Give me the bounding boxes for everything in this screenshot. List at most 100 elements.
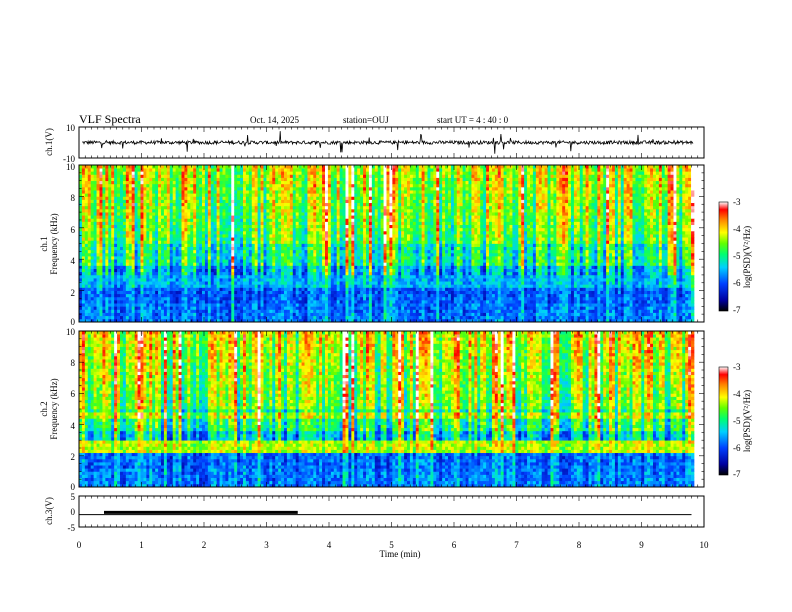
spectrogram-cell: [322, 184, 325, 187]
spectrogram-cell: [85, 297, 88, 300]
spectrogram-cell: [85, 272, 88, 275]
spectrogram-cell: [246, 313, 249, 316]
spectrogram-cell: [305, 174, 308, 177]
spectrogram-cell: [102, 306, 105, 309]
spectrogram-cell: [243, 237, 246, 240]
spectrogram-cell: [146, 244, 149, 247]
spectrogram-cell: [170, 306, 173, 309]
spectrogram-cell: [307, 316, 310, 319]
spectrogram-cell: [143, 287, 146, 290]
spectrogram-cell: [184, 203, 187, 206]
spectrogram-cell: [316, 203, 319, 206]
spectrogram-cell: [179, 240, 182, 243]
spectrogram-cell: [278, 247, 281, 250]
spectrogram-cell: [272, 184, 275, 187]
spectrogram-cell: [102, 253, 105, 256]
spectrogram-cell: [155, 269, 158, 272]
spectrogram-cell: [331, 237, 334, 240]
spectrogram-cell: [281, 187, 284, 190]
spectrogram-cell: [275, 200, 278, 203]
spectrogram-cell: [228, 231, 231, 234]
spectrogram-cell: [164, 240, 167, 243]
spectrogram-cell: [114, 193, 117, 196]
spectrogram-cell: [199, 259, 202, 262]
spectrogram-cell: [182, 168, 185, 171]
spectrogram-cell: [100, 212, 103, 215]
spectrogram-cell: [100, 165, 103, 168]
spectrogram-cell: [310, 184, 313, 187]
spectrogram-cell: [351, 206, 354, 209]
spectrogram-cell: [190, 187, 193, 190]
spectrogram-cell: [105, 309, 108, 312]
spectrogram-cell: [328, 215, 331, 218]
spectrogram-cell: [278, 168, 281, 171]
spectrogram-cell: [205, 240, 208, 243]
spectrogram-cell: [120, 253, 123, 256]
spectrogram-cell: [126, 237, 129, 240]
spectrogram-cell: [120, 171, 123, 174]
spectrogram-cell: [243, 181, 246, 184]
spectrogram-cell: [164, 231, 167, 234]
spectrogram-cell: [299, 174, 302, 177]
spectrogram-cell: [211, 190, 214, 193]
spectrogram-cell: [354, 187, 357, 190]
spectrogram-cell: [211, 281, 214, 284]
spectrogram-cell: [346, 203, 349, 206]
spectrogram-cell: [164, 316, 167, 319]
spectrogram-cell: [205, 237, 208, 240]
spectrogram-cell: [208, 174, 211, 177]
spectrogram-cell: [264, 300, 267, 303]
spectrogram-cell: [231, 262, 234, 265]
spectrogram-cell: [158, 247, 161, 250]
spectrogram-cell: [252, 231, 255, 234]
spectrogram-cell: [94, 240, 97, 243]
spectrogram-cell: [319, 275, 322, 278]
spectrogram-cell: [240, 287, 243, 290]
spectrogram-cell: [225, 168, 228, 171]
spectrogram-cell: [243, 300, 246, 303]
spectrogram-cell: [302, 181, 305, 184]
spectrogram-cell: [234, 256, 237, 259]
spectrogram-cell: [135, 171, 138, 174]
spectrogram-cell: [138, 291, 141, 294]
spectrogram-cell: [269, 284, 272, 287]
spectrogram-cell: [305, 171, 308, 174]
spectrogram-cell: [322, 262, 325, 265]
spectrogram-cell: [272, 275, 275, 278]
spectrogram-cell: [284, 215, 287, 218]
spectrogram-cell: [284, 228, 287, 231]
spectrogram-cell: [231, 253, 234, 256]
spectrogram-cell: [196, 259, 199, 262]
spectrogram-cell: [357, 303, 360, 306]
spectrogram-cell: [179, 181, 182, 184]
spectrogram-cell: [237, 234, 240, 237]
spectrogram-cell: [334, 275, 337, 278]
spectrogram-cell: [325, 181, 328, 184]
spectrogram-cell: [91, 265, 94, 268]
spectrogram-cell: [190, 269, 193, 272]
spectrogram-cell: [264, 196, 267, 199]
spectrogram-cell: [193, 212, 196, 215]
spectrogram-cell: [281, 300, 284, 303]
spectrogram-cell: [82, 171, 85, 174]
spectrogram-cell: [214, 200, 217, 203]
spectrogram-cell: [184, 209, 187, 212]
spectrogram-cell: [258, 281, 261, 284]
spectrogram-cell: [143, 284, 146, 287]
spectrogram-cell: [211, 181, 214, 184]
spectrogram-cell: [82, 240, 85, 243]
spectrogram-cell: [105, 259, 108, 262]
spectrogram-cell: [202, 193, 205, 196]
spectrogram-cell: [161, 187, 164, 190]
spectrogram-cell: [269, 215, 272, 218]
spectrogram-cell: [100, 309, 103, 312]
spectrogram-cell: [334, 250, 337, 253]
spectrogram-cell: [161, 259, 164, 262]
spectrogram-cell: [179, 193, 182, 196]
spectrogram-cell: [129, 184, 132, 187]
spectrogram-cell: [228, 215, 231, 218]
spectrogram-cell: [217, 294, 220, 297]
spectrogram-cell: [97, 222, 100, 225]
spectrogram-cell: [129, 297, 132, 300]
spectrogram-cell: [152, 247, 155, 250]
